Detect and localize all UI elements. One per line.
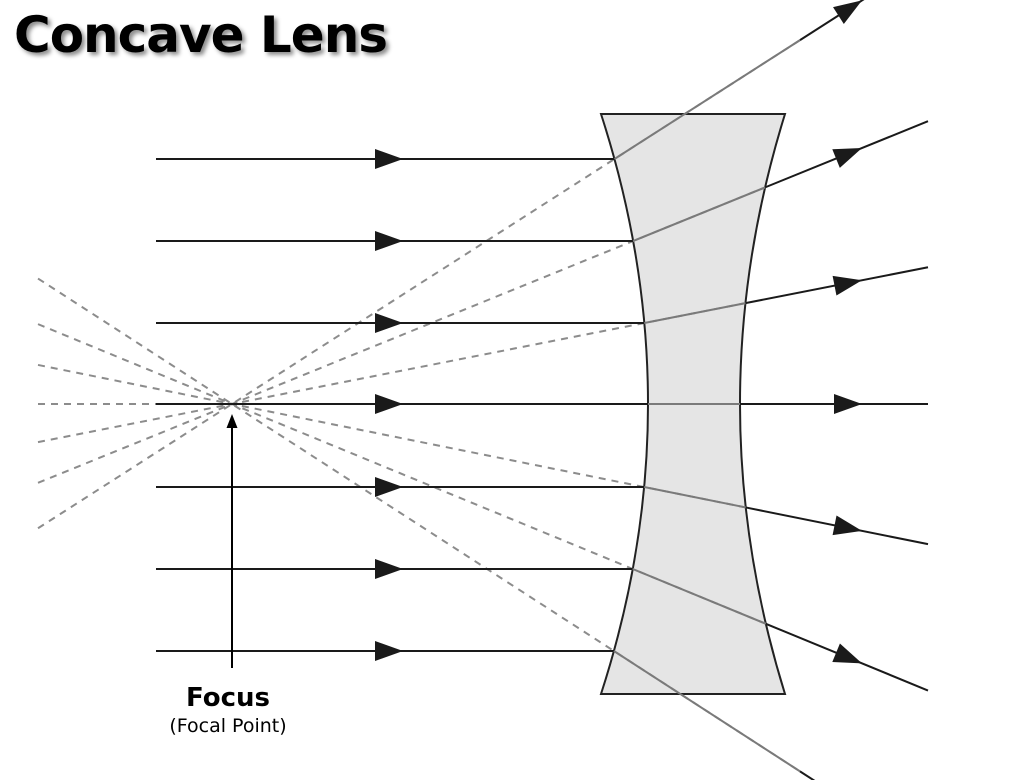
outgoing-arrow-icon-5 [832, 515, 862, 536]
outgoing-arrow-icon-3 [832, 275, 862, 296]
outgoing-ray-7 [799, 770, 816, 780]
lens-ray-7 [613, 650, 801, 773]
focus-pointer-arrow [226, 414, 238, 668]
lens-ray-6 [632, 568, 767, 625]
incoming-arrow-icon-6 [375, 559, 403, 579]
outgoing-arrow-icon-1 [833, 0, 862, 24]
lens-ray-5 [643, 486, 746, 509]
virtual-ray-3 [37, 302, 746, 444]
incoming-arrow-icon-7 [375, 641, 403, 661]
incoming-arrow-icon-5 [375, 477, 403, 497]
incoming-arrow-icon-1 [375, 149, 403, 169]
outgoing-arrow-icon-4 [834, 394, 862, 414]
lens-ray-2 [632, 186, 766, 242]
incoming-arrow-icon-2 [375, 231, 403, 251]
incoming-arrow-icon-4 [375, 394, 403, 414]
outgoing-arrow-icon-2 [832, 148, 862, 168]
outgoing-ray-1 [799, 0, 865, 41]
incoming-arrow-icon-3 [375, 313, 403, 333]
page-title: Concave Lens [14, 6, 388, 64]
outgoing-arrow-icon-6 [832, 643, 862, 664]
lens-ray-1 [613, 39, 801, 160]
focus-label: Focus [186, 683, 270, 713]
light-rays [156, 0, 929, 780]
lens-ray-3 [644, 302, 746, 324]
focus-pointer-arrowhead-icon [226, 414, 238, 428]
focal-point-label: (Focal Point) [169, 715, 287, 737]
virtual-ray-5 [37, 363, 746, 509]
